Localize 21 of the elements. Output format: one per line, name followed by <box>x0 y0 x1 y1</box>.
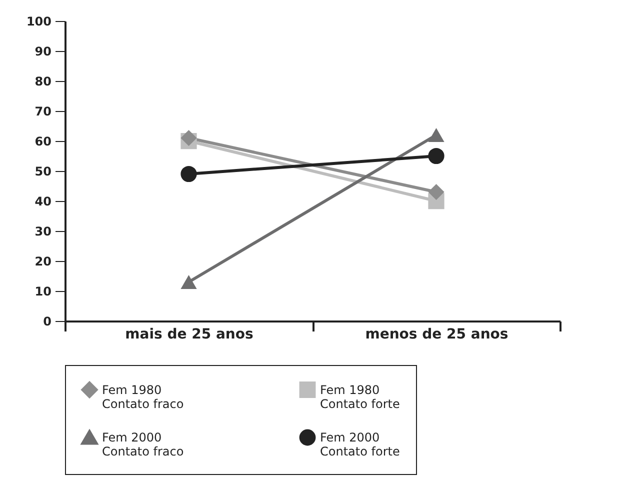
y-tick-label: 40 <box>34 194 52 208</box>
x-tick-label: mais de 25 anos <box>125 326 254 342</box>
point <box>180 130 197 146</box>
y-tick-label: 80 <box>34 74 52 88</box>
x-tick-label: menos de 25 anos <box>365 326 508 342</box>
y-tick-label: 30 <box>34 224 52 238</box>
point <box>180 166 197 182</box>
y-tick-label: 0 <box>43 314 52 328</box>
legend-label: Fem 2000 Contato forte <box>320 430 400 458</box>
point <box>428 148 444 164</box>
y-tick-label: 70 <box>34 104 52 118</box>
legend-label: Fem 1980 Contato forte <box>320 382 400 411</box>
legend-label: Fem 1980 Contato fraco <box>102 382 184 411</box>
point <box>428 184 444 200</box>
legend-label: Fem 2000 Contato fraco <box>102 430 184 458</box>
y-tick-label: 90 <box>34 44 52 58</box>
y-tick-label: 60 <box>34 134 52 148</box>
y-tick-label: 20 <box>34 254 52 268</box>
y-tick-label: 10 <box>34 284 52 298</box>
y-tick-label: 50 <box>34 164 52 178</box>
y-tick-label: 100 <box>26 14 52 28</box>
